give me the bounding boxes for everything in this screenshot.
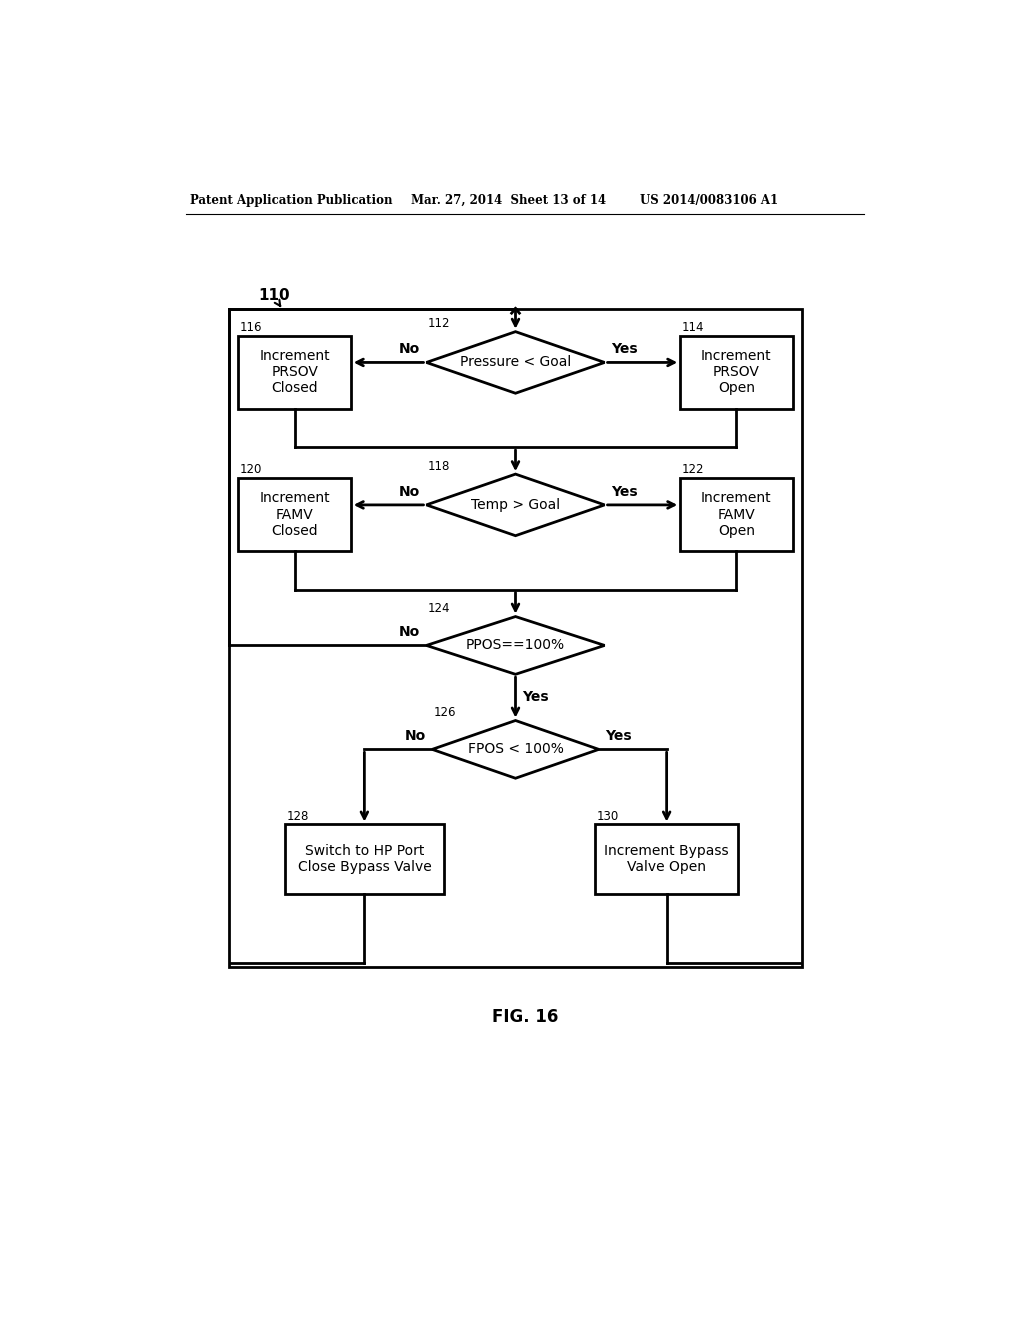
Text: 114: 114 [682,321,705,334]
Text: FIG. 16: FIG. 16 [492,1008,558,1026]
Text: Yes: Yes [605,729,632,743]
Text: Pressure < Goal: Pressure < Goal [460,355,571,370]
Text: 126: 126 [434,706,457,719]
Text: FPOS < 100%: FPOS < 100% [468,742,563,756]
Text: 124: 124 [428,602,451,615]
Bar [228,309,802,966]
Text: Increment
PRSOV
Open: Increment PRSOV Open [701,348,772,395]
Text: Increment Bypass
Valve Open: Increment Bypass Valve Open [604,843,729,874]
Text: Patent Application Publication: Patent Application Publication [190,194,392,207]
Text: No: No [399,342,420,356]
Text: 110: 110 [258,288,290,304]
Bar [680,335,793,409]
Bar [239,478,351,552]
Text: PPOS==100%: PPOS==100% [466,639,565,652]
Text: Yes: Yes [611,484,638,499]
Text: Increment
PRSOV
Closed: Increment PRSOV Closed [259,348,330,395]
Text: No: No [404,729,426,743]
Text: Mar. 27, 2014  Sheet 13 of 14: Mar. 27, 2014 Sheet 13 of 14 [411,194,606,207]
Text: 118: 118 [428,459,451,473]
Text: Temp > Goal: Temp > Goal [471,498,560,512]
Text: Increment
FAMV
Open: Increment FAMV Open [701,491,772,537]
Text: Yes: Yes [611,342,638,356]
Text: Increment
FAMV
Closed: Increment FAMV Closed [259,491,330,537]
Bar [680,478,793,552]
Text: 128: 128 [287,810,309,822]
Text: Switch to HP Port
Close Bypass Valve: Switch to HP Port Close Bypass Valve [298,843,431,874]
Text: No: No [399,626,420,639]
Text: US 2014/0083106 A1: US 2014/0083106 A1 [640,194,777,207]
Text: 130: 130 [597,810,618,822]
Text: 120: 120 [240,463,262,477]
Bar [239,335,351,409]
Text: 116: 116 [240,321,262,334]
Text: No: No [399,484,420,499]
Bar [285,825,443,894]
Text: 112: 112 [428,317,451,330]
Text: 122: 122 [682,463,705,477]
Text: Yes: Yes [521,690,548,705]
Bar [595,825,738,894]
